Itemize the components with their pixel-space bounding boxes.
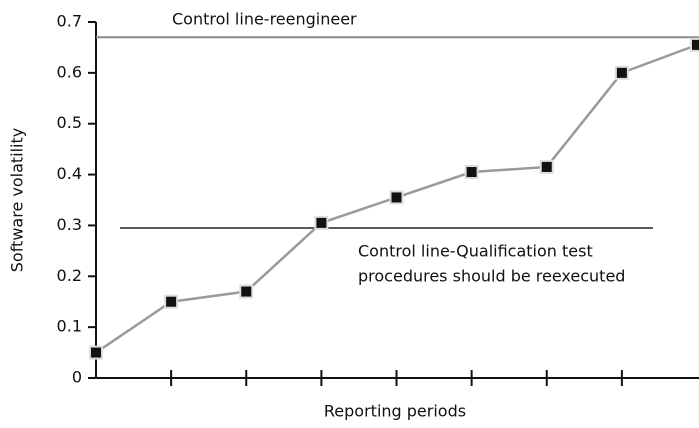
control-line-label: procedures should be reexecuted <box>358 267 625 286</box>
y-tick-label: 0 <box>72 368 82 387</box>
y-tick-label: 0.3 <box>57 215 82 234</box>
y-tick-label: 0.4 <box>57 164 82 183</box>
data-point <box>690 37 699 52</box>
data-point <box>464 165 479 180</box>
x-axis-label: Reporting periods <box>324 402 466 421</box>
data-point <box>539 159 554 174</box>
y-tick-label: 0.5 <box>57 113 82 132</box>
control-line-label: Control line-Qualification test <box>358 242 593 261</box>
data-point <box>164 294 179 309</box>
y-tick-label: 0.6 <box>57 62 82 81</box>
y-axis-label: Software volatility <box>8 128 27 272</box>
data-point <box>614 65 629 80</box>
data-point <box>389 190 404 205</box>
y-tick-label: 0.2 <box>57 266 82 285</box>
y-tick-label: 0.1 <box>57 317 82 336</box>
control-line-label: Control line-reengineer <box>172 10 357 29</box>
y-tick-label: 0.7 <box>57 12 82 31</box>
data-point <box>239 284 254 299</box>
data-point <box>89 345 103 360</box>
data-point <box>314 215 329 230</box>
